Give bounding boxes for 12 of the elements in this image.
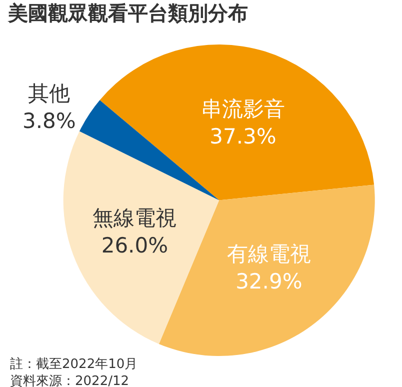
chart-title: 美國觀眾觀看平台類別分布 [7,0,248,25]
pie-slice [100,44,374,200]
text: 註：截至2022年10月 [10,357,138,372]
data-label: 37.3% [210,124,276,148]
source-note: 資料來源：2022/12 [10,374,130,387]
data-label: 26.0% [101,233,168,258]
slice-label: 有線電視 [226,242,311,266]
slice-label: 無線電視 [92,206,177,230]
data-label: 32.9% [236,269,302,294]
data-label: 3.8% [22,109,76,134]
slice-label: 串流影音 [200,97,285,122]
slice-label: 其他 [28,82,70,106]
